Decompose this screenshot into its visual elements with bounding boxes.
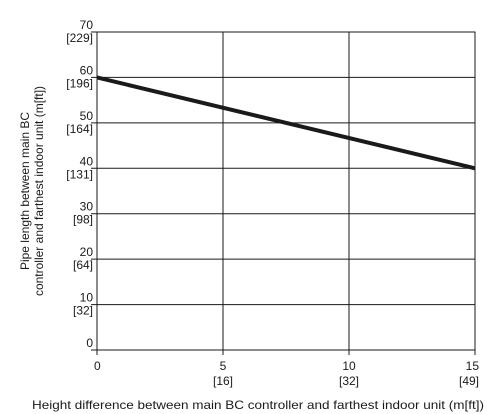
- x-tick-sublabel: [32]: [339, 374, 359, 388]
- y-axis-label-line-2: controller and farthest indoor unit (m[f…: [32, 86, 46, 296]
- series-line: [96, 75, 476, 171]
- grid-layer: [91, 31, 476, 355]
- y-tick-label: 0: [86, 336, 93, 350]
- y-tick-sublabel: [131]: [66, 167, 93, 181]
- y-tick-sublabel: [32]: [73, 304, 93, 318]
- x-tick-label: 5: [220, 359, 227, 373]
- y-tick-sublabel: [64]: [73, 258, 93, 272]
- y-axis-label-line-1: Pipe length between main BC: [18, 112, 32, 270]
- x-tick-label: 15: [466, 359, 480, 373]
- y-tick-label: 20: [80, 245, 94, 259]
- x-axis-label: Height difference between main BC contro…: [32, 398, 484, 412]
- y-tick-label: 50: [80, 109, 94, 123]
- y-tick-label: 60: [80, 63, 94, 77]
- x-tick-labels: 0 5[16] 10[32] 15[49]: [94, 359, 479, 388]
- x-tick-label: 10: [342, 359, 356, 373]
- plot-frame: [96, 31, 476, 351]
- x-tick-sublabel: [16]: [213, 374, 233, 388]
- y-tick-sublabel: [196]: [66, 76, 93, 90]
- x-tick-label: 0: [94, 359, 101, 373]
- y-tick-label: 70: [80, 18, 94, 32]
- x-tick-sublabel: [49]: [459, 374, 479, 388]
- y-tick-labels: 0 10[32] 20[64] 30[98] 40[131] 50[164] 60[196]…: [66, 18, 93, 350]
- y-tick-label: 40: [80, 154, 94, 168]
- y-tick-sublabel: [229]: [66, 31, 93, 45]
- y-tick-sublabel: [98]: [73, 213, 93, 227]
- y-tick-label: 30: [80, 200, 94, 214]
- y-tick-sublabel: [164]: [66, 122, 93, 136]
- y-tick-label: 10: [80, 291, 94, 305]
- series-layer: [96, 75, 476, 171]
